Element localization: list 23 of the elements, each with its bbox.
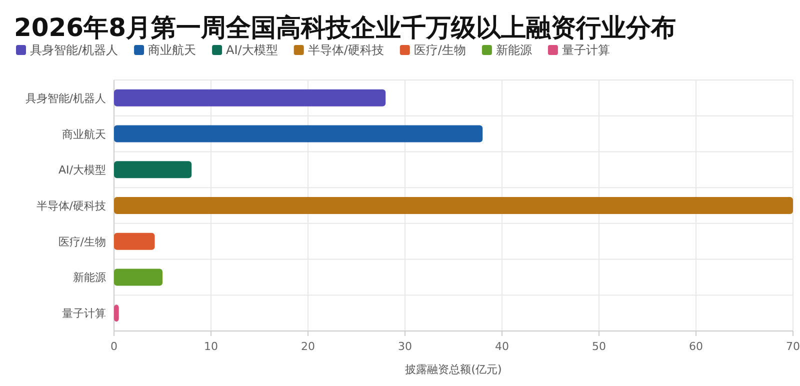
x-tick-label: 30 xyxy=(398,340,412,353)
x-tick-label: 40 xyxy=(495,340,509,353)
x-tick-label: 60 xyxy=(689,340,703,353)
x-tick-label: 0 xyxy=(110,340,118,353)
y-tick-label: AI/大模型 xyxy=(58,164,106,177)
y-tick-label: 医疗/生物 xyxy=(58,235,106,248)
x-tick-label: 50 xyxy=(592,340,606,353)
y-tick-label: 商业航天 xyxy=(62,128,106,141)
x-tick-label: 10 xyxy=(204,340,218,353)
chart-title: 2026年8月第一周全国高科技企业千万级以上融资行业分布 xyxy=(14,13,676,42)
x-tick-label: 20 xyxy=(301,340,315,353)
y-tick-label: 新能源 xyxy=(73,271,106,284)
x-axis-title: 披露融资总额(亿元) xyxy=(405,363,502,376)
x-tick-label: 70 xyxy=(786,340,800,353)
legend-label: 半导体/硬科技 xyxy=(308,43,384,57)
legend-label: 新能源 xyxy=(496,43,532,57)
y-tick-label: 半导体/硬科技 xyxy=(36,200,106,212)
legend-label: 医疗/生物 xyxy=(414,43,466,57)
legend-label: 商业航天 xyxy=(148,43,196,57)
y-tick-label: 量子计算 xyxy=(62,307,106,320)
y-tick-label: 具身智能/机器人 xyxy=(25,92,106,105)
legend-label: AI/大模型 xyxy=(226,43,278,57)
legend-label: 量子计算 xyxy=(562,43,610,57)
